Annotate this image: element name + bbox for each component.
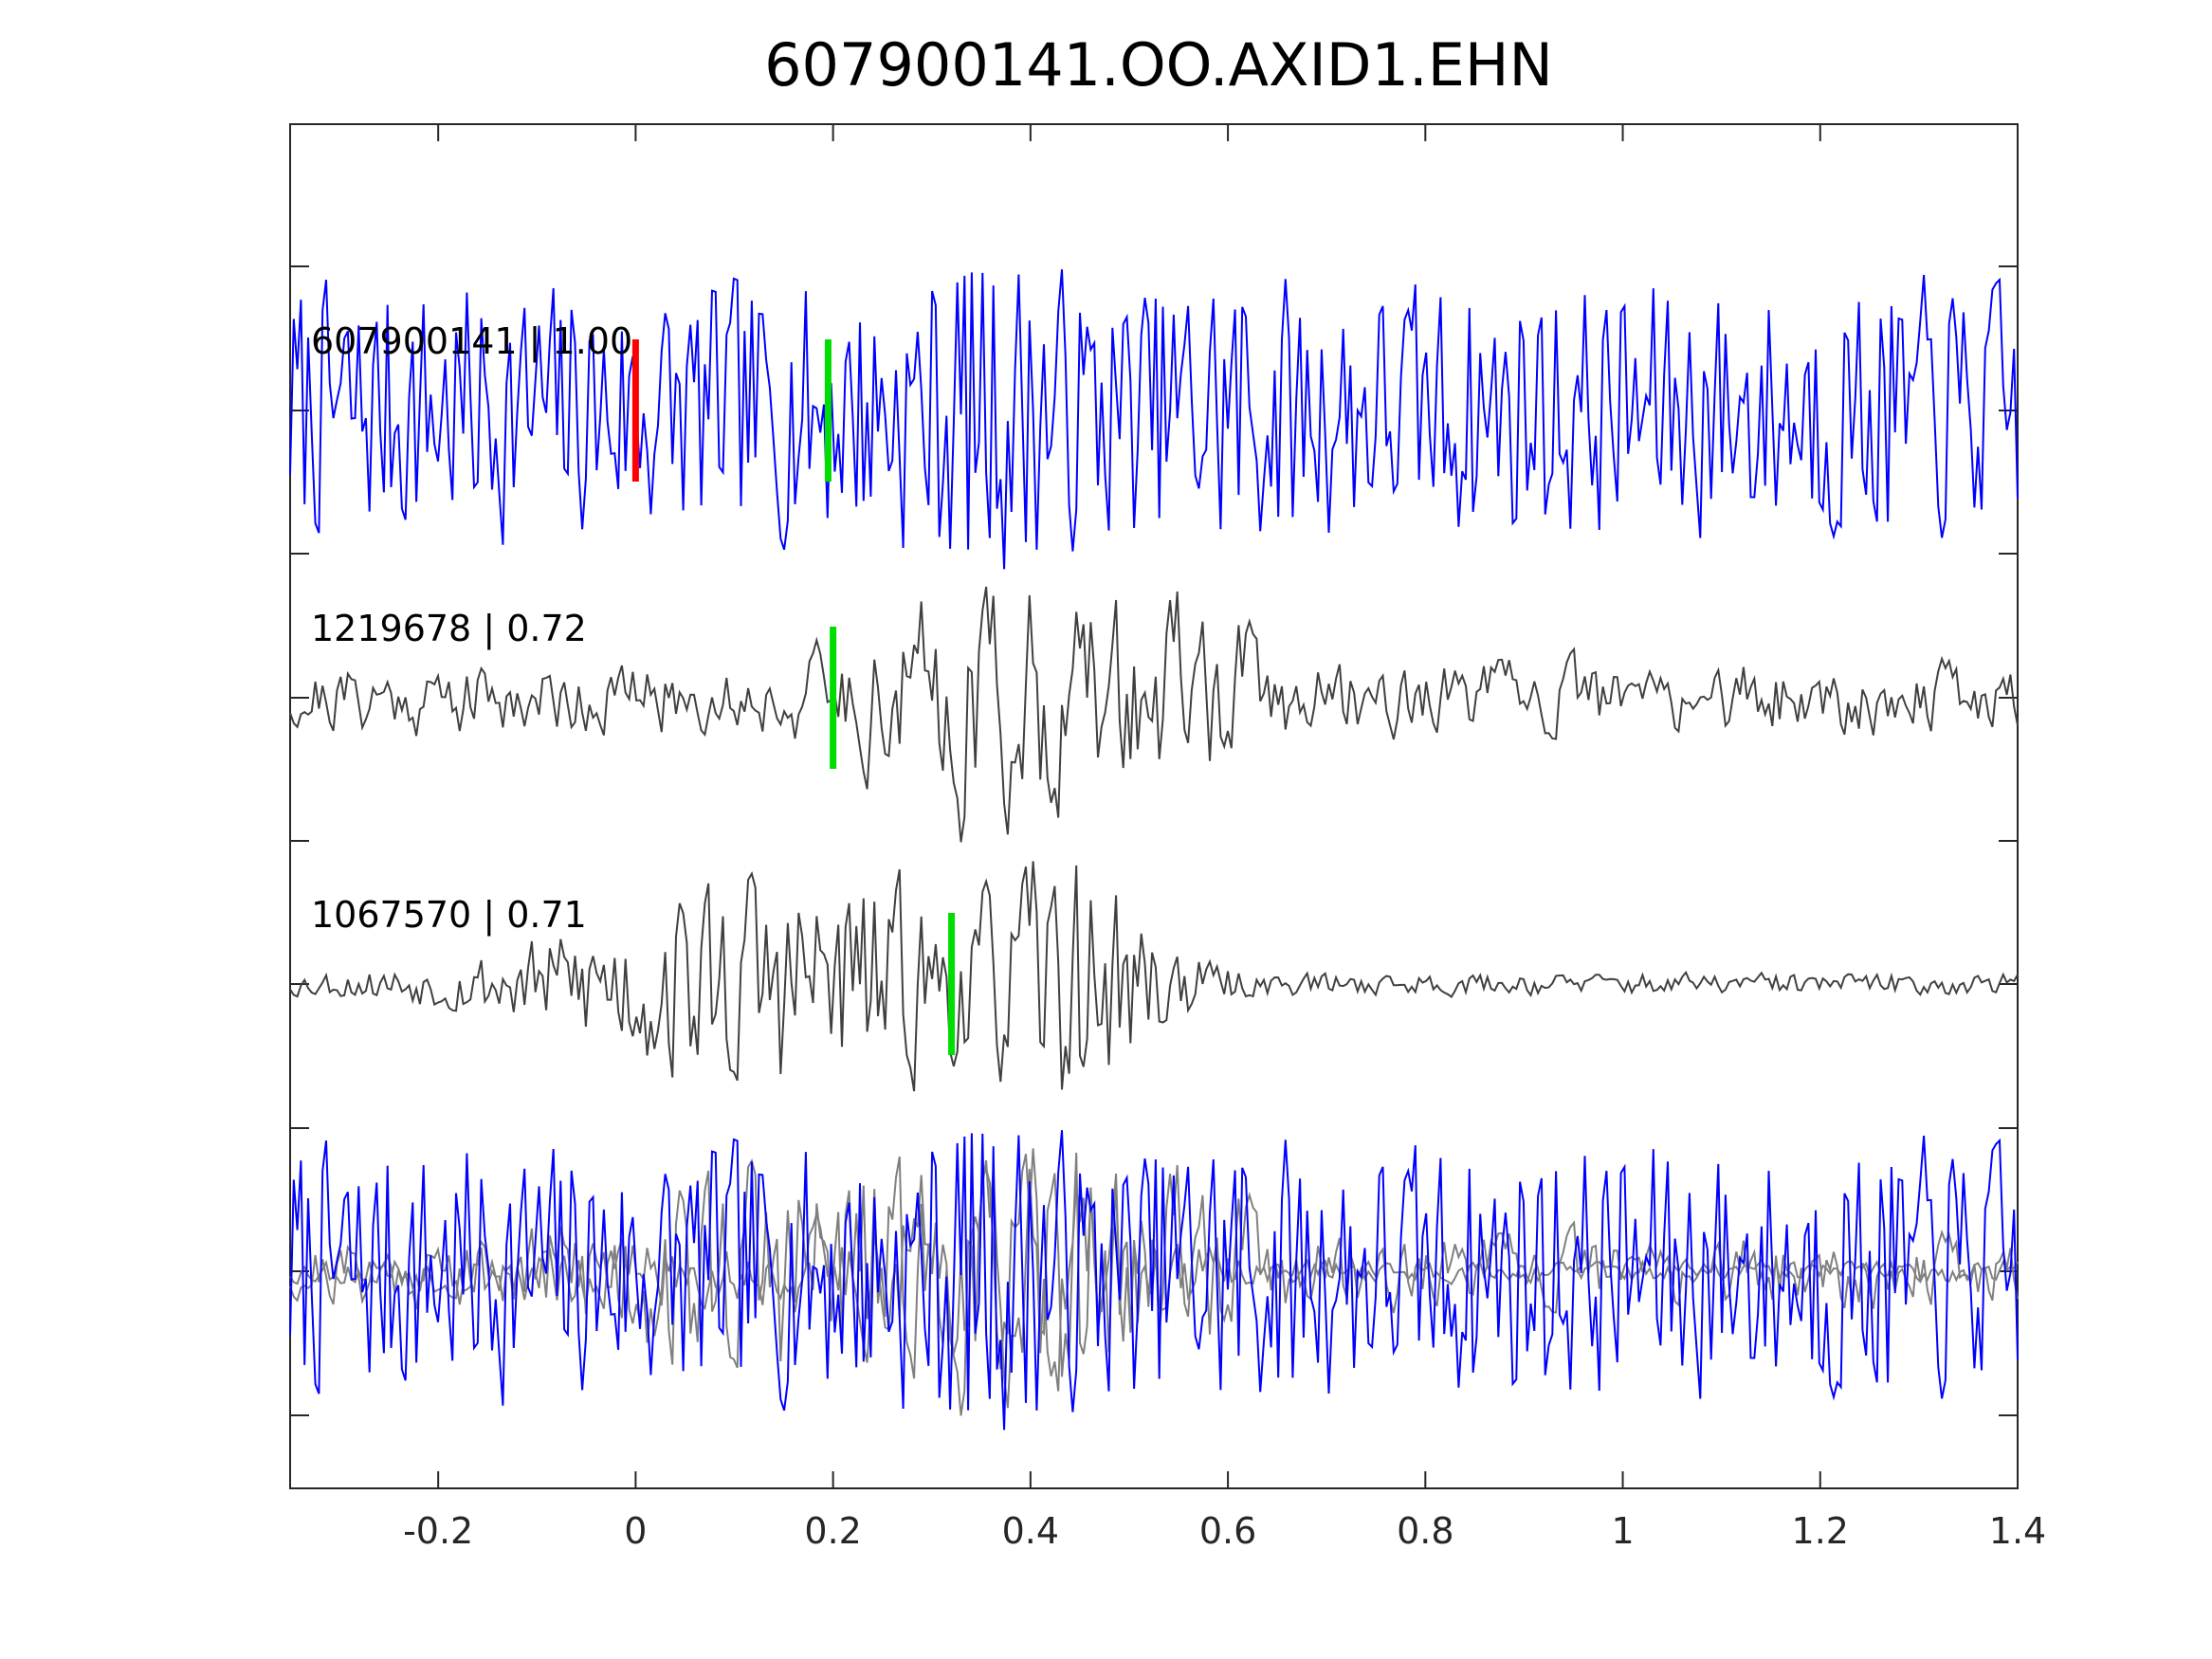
axis-ticks: -0.2 0 0.2 0.4 0.6 0.8 1 1.2 1.4 <box>290 124 2046 1552</box>
overlay-target <box>289 1130 2019 1431</box>
x-tick-label: 0.8 <box>1397 1510 1453 1552</box>
x-tick-label: 1.4 <box>1989 1510 2046 1552</box>
trace-target <box>289 269 2019 570</box>
x-tick-label: 1 <box>1611 1510 1634 1552</box>
x-tick-label: -0.2 <box>403 1510 473 1552</box>
trace-layer <box>289 269 2019 1431</box>
x-tick-label: 0 <box>624 1510 647 1552</box>
trace-label: 1219678 | 0.72 <box>311 608 587 650</box>
chart-title: 607900141.OO.AXID1.EHN <box>764 30 1553 100</box>
trace-template-1 <box>289 586 2019 843</box>
pick-markers <box>631 339 956 1055</box>
x-tick-label: 1.2 <box>1792 1510 1849 1552</box>
trace-labels: 607900141 | 1.00 1219678 | 0.72 1067570 | … <box>311 320 632 937</box>
x-tick-label: 0.6 <box>1199 1510 1256 1552</box>
trace-label: 1067570 | 0.71 <box>311 894 587 937</box>
trace-label: 607900141 | 1.00 <box>311 320 632 363</box>
plot-frame <box>289 123 2019 1489</box>
x-tick-label: 0.2 <box>804 1510 861 1552</box>
x-tick-label: 0.4 <box>1002 1510 1059 1552</box>
trace-template-2 <box>289 861 2019 1092</box>
